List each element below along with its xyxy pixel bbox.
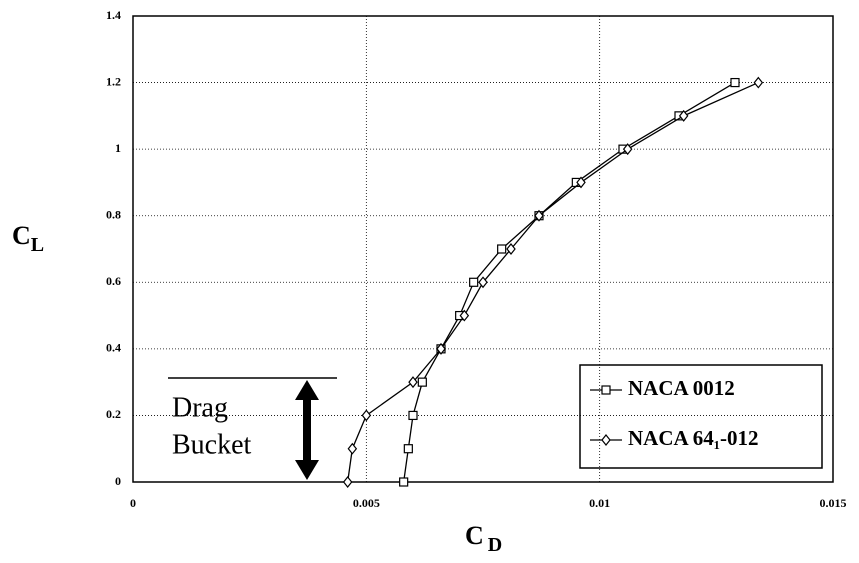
marker-diamond	[478, 276, 488, 289]
y-tick-label: 0	[115, 474, 121, 488]
legend-label: NACA 64₁-012	[628, 426, 759, 450]
legend-label: NACA 0012	[628, 376, 735, 400]
annotation-line: Drag	[172, 392, 228, 423]
y-tick-label: 0.4	[106, 341, 121, 355]
x-label-sub: D	[488, 534, 502, 556]
marker-square	[403, 444, 413, 454]
marker-diamond	[342, 476, 353, 488]
x-tick-label: 0.01	[589, 496, 610, 510]
y-axis-label: CL	[12, 221, 44, 256]
y-tick-label: 1.4	[106, 8, 121, 22]
marker-square	[408, 410, 418, 421]
y-tick-label: 1	[115, 141, 121, 155]
marker-square	[730, 77, 740, 88]
x-label-main: C	[465, 521, 484, 550]
marker-diamond	[459, 309, 470, 322]
marker-diamond	[534, 209, 544, 222]
bucket-arrow-head-down	[295, 460, 319, 480]
marker-diamond	[601, 434, 611, 446]
marker-square	[497, 244, 507, 254]
marker-diamond	[361, 409, 372, 422]
x-tick-label: 0.015	[820, 496, 847, 510]
x-tick-label: 0	[130, 496, 136, 510]
x-tick-label: 0.005	[353, 496, 380, 510]
marker-diamond	[506, 243, 516, 255]
bucket-arrow-head-up	[295, 380, 319, 400]
marker-square	[469, 277, 479, 287]
marker-square	[601, 385, 611, 395]
legend-box	[579, 364, 823, 469]
marker-diamond	[753, 76, 764, 89]
marker-square	[399, 477, 409, 487]
marker-diamond	[678, 109, 689, 122]
marker-diamond	[408, 376, 418, 389]
y-tick-label: 0.8	[106, 207, 121, 221]
marker-diamond	[576, 176, 586, 189]
y-tick-label: 1.2	[106, 74, 121, 88]
y-label-sub: L	[31, 234, 44, 256]
y-tick-label: 0.2	[106, 407, 121, 421]
y-tick-label: 0.6	[106, 274, 121, 288]
marker-diamond	[436, 342, 446, 355]
annotation-line: Bucket	[172, 429, 252, 460]
marker-diamond	[622, 143, 633, 156]
marker-square	[417, 377, 427, 387]
y-label-main: C	[12, 221, 31, 250]
marker-diamond	[347, 442, 358, 455]
plot-frame	[132, 15, 834, 483]
